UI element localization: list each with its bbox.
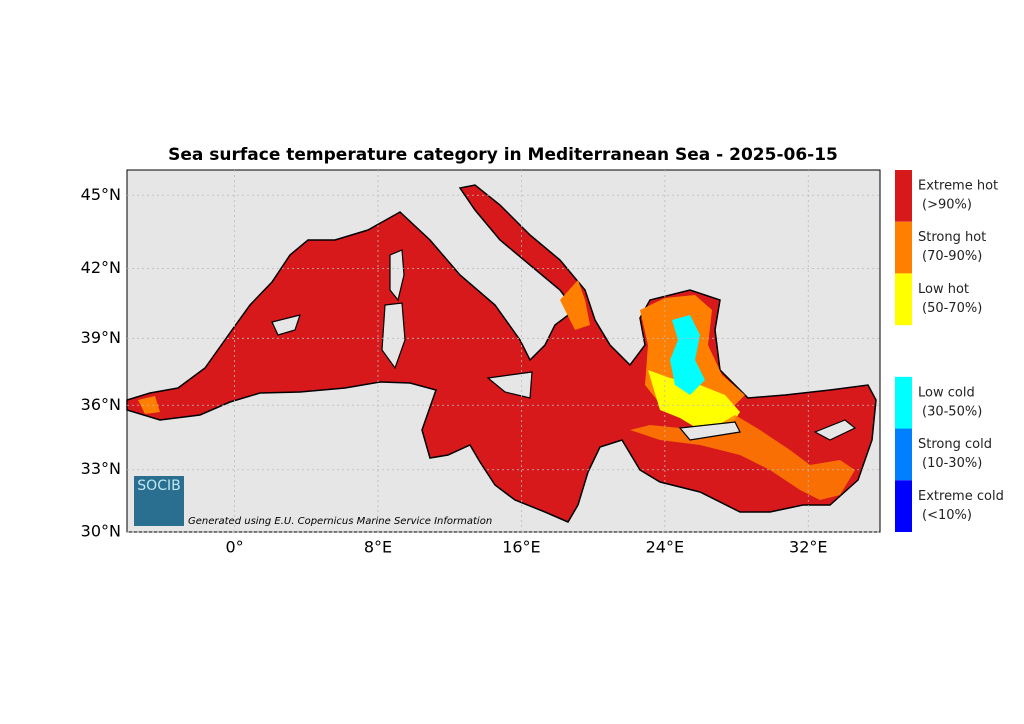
islands (271, 249, 857, 441)
legend-label: Strong cold (918, 437, 992, 452)
hot-area-adriatic (560, 280, 590, 330)
x-tick-label: 16°E (502, 538, 540, 557)
logo-box (134, 476, 184, 526)
legend-swatch (895, 170, 912, 222)
legend-range: (30-50%) (922, 404, 982, 419)
x-tick-label: 32°E (789, 538, 827, 557)
sardinia (381, 302, 406, 370)
logo-text: SOCIB (137, 478, 180, 494)
x-tick-label: 8°E (364, 538, 392, 557)
legend-label: Strong hot (918, 230, 986, 245)
balearics (271, 314, 301, 336)
corsica (389, 249, 405, 302)
legend-label: Extreme cold (918, 489, 1004, 504)
low-cold-area (670, 315, 705, 395)
legend-range: (>90%) (922, 198, 972, 213)
legend-swatch (895, 428, 912, 481)
y-tick-label: 33°N (81, 459, 121, 478)
legend-range: (<10%) (922, 508, 972, 523)
y-tick-label: 39°N (81, 328, 121, 347)
y-tick-label: 36°N (81, 395, 121, 414)
y-tick-label: 42°N (81, 258, 121, 277)
legend-range: (70-90%) (922, 249, 982, 264)
credit-text: Generated using E.U. Copernicus Marine S… (188, 516, 492, 527)
legend-swatch (895, 480, 912, 532)
legend-range: (10-30%) (922, 456, 982, 471)
legend-label: Low cold (918, 385, 975, 400)
crete (678, 421, 741, 441)
cyprus (813, 419, 857, 441)
legend-swatch (895, 273, 912, 326)
map-title: Sea surface temperature category in Medi… (168, 145, 838, 165)
legend-swatch (895, 221, 912, 274)
legend-swatch (895, 376, 912, 429)
y-tick-label: 30°N (81, 522, 121, 541)
legend-range: (50-70%) (922, 301, 982, 316)
legend-gap (895, 326, 912, 378)
x-tick-label: 0° (225, 538, 243, 557)
x-tick-label: 24°E (646, 538, 684, 557)
legend-label: Extreme hot (918, 179, 998, 194)
low-hot-area (648, 370, 740, 435)
y-tick-label: 45°N (81, 185, 121, 204)
sicily (486, 371, 533, 399)
legend-label: Low hot (918, 282, 969, 297)
